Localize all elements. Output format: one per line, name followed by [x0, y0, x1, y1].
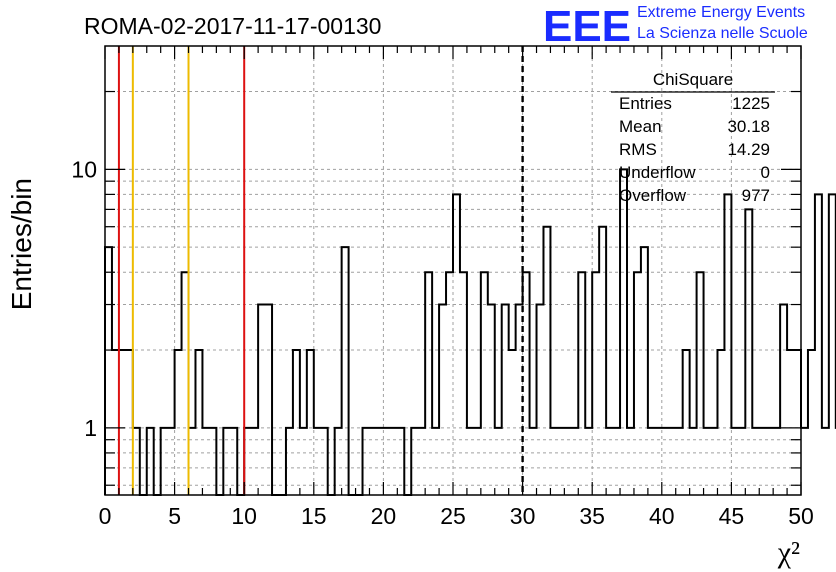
- stats-value-mean: 30.18: [727, 117, 770, 136]
- y-axis-label: Entries/bin: [6, 178, 37, 310]
- x-tick-label: 40: [649, 503, 675, 529]
- logo: EEE Extreme Energy Events La Scienza nel…: [543, 2, 808, 51]
- y-tick-label: 10: [71, 156, 97, 182]
- stats-value-entries: 1225: [732, 94, 770, 113]
- histogram-series: [104, 168, 836, 496]
- stats-label-entries: Entries: [619, 94, 672, 113]
- logo-line-1: Extreme Energy Events: [637, 4, 805, 21]
- chart-title: ROMA-02-2017-11-17-00130: [84, 13, 381, 39]
- axis-ticks: 0 5 10 15 20 25 30 35 40 45 50 1 10: [71, 46, 814, 529]
- x-tick-label: 0: [99, 503, 112, 529]
- x-tick-label: 30: [510, 503, 536, 529]
- stats-value-overflow: 977: [742, 186, 770, 205]
- x-tick-label: 10: [231, 503, 257, 529]
- stats-box: ChiSquare Entries 1225 Mean 30.18 RMS 14…: [611, 70, 775, 205]
- x-tick-label: 25: [440, 503, 466, 529]
- x-tick-label: 50: [788, 503, 814, 529]
- reference-lines: [117, 46, 524, 495]
- logo-mark: EEE: [543, 2, 631, 51]
- stats-value-rms: 14.29: [727, 140, 770, 159]
- x-tick-label: 20: [371, 503, 397, 529]
- stats-label-overflow: Overflow: [619, 186, 687, 205]
- stats-label-underflow: Underflow: [619, 163, 696, 182]
- x-tick-label: 5: [168, 503, 181, 529]
- x-tick-label: 45: [719, 503, 745, 529]
- x-tick-label: 35: [579, 503, 605, 529]
- x-axis-label: χ²: [777, 536, 800, 569]
- stats-value-underflow: 0: [761, 163, 770, 182]
- stats-label-rms: RMS: [619, 140, 657, 159]
- logo-line-2: La Scienza nelle Scuole: [637, 25, 808, 42]
- y-tick-label: 1: [84, 415, 97, 441]
- stats-title: ChiSquare: [653, 70, 733, 89]
- x-tick-label: 15: [301, 503, 327, 529]
- stats-label-mean: Mean: [619, 117, 662, 136]
